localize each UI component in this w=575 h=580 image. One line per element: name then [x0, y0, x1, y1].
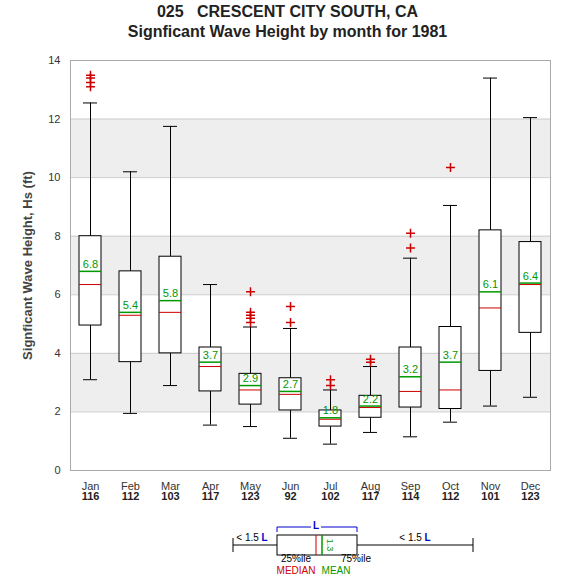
svg-text:2.2: 2.2: [363, 393, 378, 405]
svg-text:6.1: 6.1: [483, 278, 498, 290]
svg-text:Jan: Jan: [81, 480, 100, 493]
svg-text:4: 4: [54, 347, 60, 359]
html-text:Signficant Wave Height by mont: Signficant Wave Height by month for 1981: [127, 23, 448, 40]
svg-text:123: 123: [521, 490, 539, 502]
svg-text:117: 117: [362, 490, 380, 502]
svg-text:L: L: [313, 520, 319, 531]
svg-text:102: 102: [321, 490, 339, 502]
svg-text:Sep: Sep: [400, 480, 421, 493]
svg-text:112: 112: [122, 490, 140, 502]
svg-text:12: 12: [48, 113, 60, 125]
svg-text:6.4: 6.4: [523, 270, 538, 282]
svg-text:2: 2: [54, 405, 60, 417]
svg-text:2.7: 2.7: [283, 378, 298, 390]
svg-text:5.4: 5.4: [123, 299, 138, 311]
svg-text:5.8: 5.8: [163, 287, 178, 299]
svg-text:< 1.5 L: < 1.5 L: [399, 532, 430, 543]
svg-text:Apr: Apr: [201, 480, 220, 493]
svg-text:Mar: Mar: [161, 480, 180, 493]
svg-text:14: 14: [48, 54, 60, 66]
svg-text:117: 117: [202, 490, 220, 502]
svg-text:Dec: Dec: [520, 480, 541, 493]
svg-text:MEDIAN: MEDIAN: [277, 565, 316, 576]
svg-text:Aug: Aug: [360, 480, 381, 493]
svg-text:MEAN: MEAN: [322, 565, 351, 576]
svg-text:Oct: Oct: [441, 480, 460, 493]
svg-text:116: 116: [82, 490, 100, 502]
svg-text:8: 8: [54, 230, 60, 242]
svg-text:3.2: 3.2: [403, 363, 418, 375]
svg-text:103: 103: [161, 490, 179, 502]
svg-text:92: 92: [284, 490, 296, 502]
svg-text:2.9: 2.9: [243, 372, 258, 384]
svg-text:Feb: Feb: [121, 480, 140, 493]
svg-text:114: 114: [402, 490, 421, 502]
svg-text:10: 10: [48, 171, 60, 183]
svg-text:0: 0: [54, 464, 60, 476]
svg-text:Nov: Nov: [480, 480, 501, 493]
svg-text:Signficant Wave Height, Hs (ft: Signficant Wave Height, Hs (ft): [20, 171, 35, 360]
svg-text:25%ile: 25%ile: [281, 553, 311, 564]
svg-text:112: 112: [442, 490, 460, 502]
svg-text:3.7: 3.7: [203, 349, 218, 361]
svg-text:101: 101: [481, 490, 499, 502]
svg-text:1.3: 1.3: [325, 539, 335, 552]
svg-text:< 1.5 L: < 1.5 L: [236, 532, 267, 543]
svg-text:1.8: 1.8: [323, 404, 338, 416]
svg-text:6.8: 6.8: [83, 258, 98, 270]
svg-text:May: May: [240, 480, 261, 493]
svg-text:3.7: 3.7: [443, 349, 458, 361]
svg-text:Jul: Jul: [323, 480, 338, 493]
svg-text:75%ile: 75%ile: [341, 553, 371, 564]
svg-text:Jun: Jun: [281, 480, 300, 493]
svg-text:6: 6: [54, 288, 60, 300]
svg-text:123: 123: [241, 490, 259, 502]
html-text:025 CRESCENT CITY SOUTH, CA: 025 CRESCENT CITY SOUTH, CA: [157, 3, 418, 20]
